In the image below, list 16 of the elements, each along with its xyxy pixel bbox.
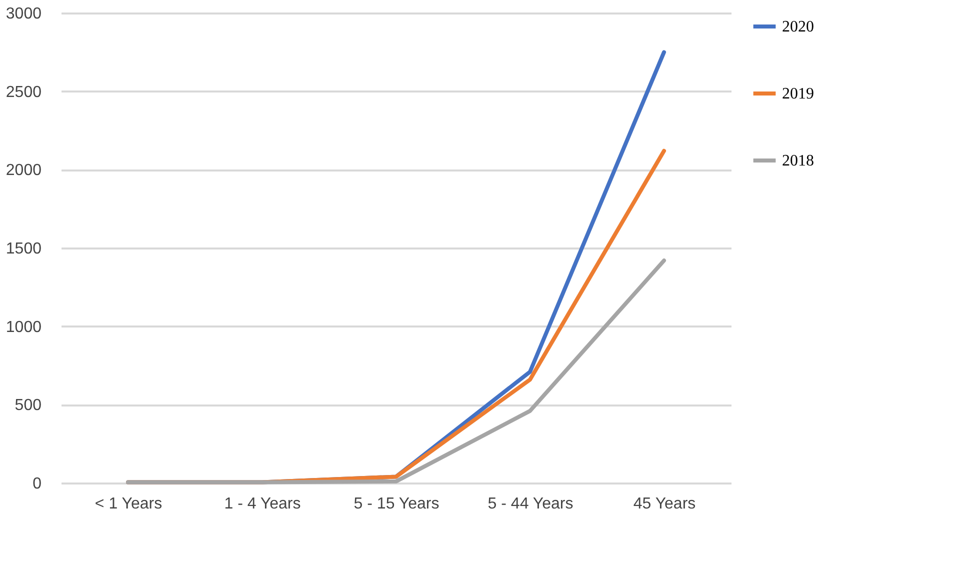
line-series <box>126 258 666 484</box>
legend-label: 2019 <box>782 86 814 102</box>
y-tick-label: 500 <box>14 397 42 414</box>
y-tick-label: 0 <box>32 476 42 492</box>
legend-label: 2018 <box>782 152 814 170</box>
x-tick-label: 1 - 4 Years <box>224 496 301 512</box>
x-tick-label: < 1 Years <box>94 496 162 512</box>
y-tick-label: 2000 <box>6 162 42 180</box>
y-tick-label: 1000 <box>6 318 42 336</box>
y-tick-label: 1500 <box>6 240 42 258</box>
y-tick-label: 3000 <box>6 6 42 22</box>
legend-label: 2020 <box>782 18 814 36</box>
x-tick-label: 5 - 15 Years <box>354 496 440 512</box>
y-tick-label: 2500 <box>6 84 42 101</box>
x-tick-label: 5 - 44 Years <box>488 496 574 512</box>
x-tick-label: 45 Years <box>633 496 696 512</box>
